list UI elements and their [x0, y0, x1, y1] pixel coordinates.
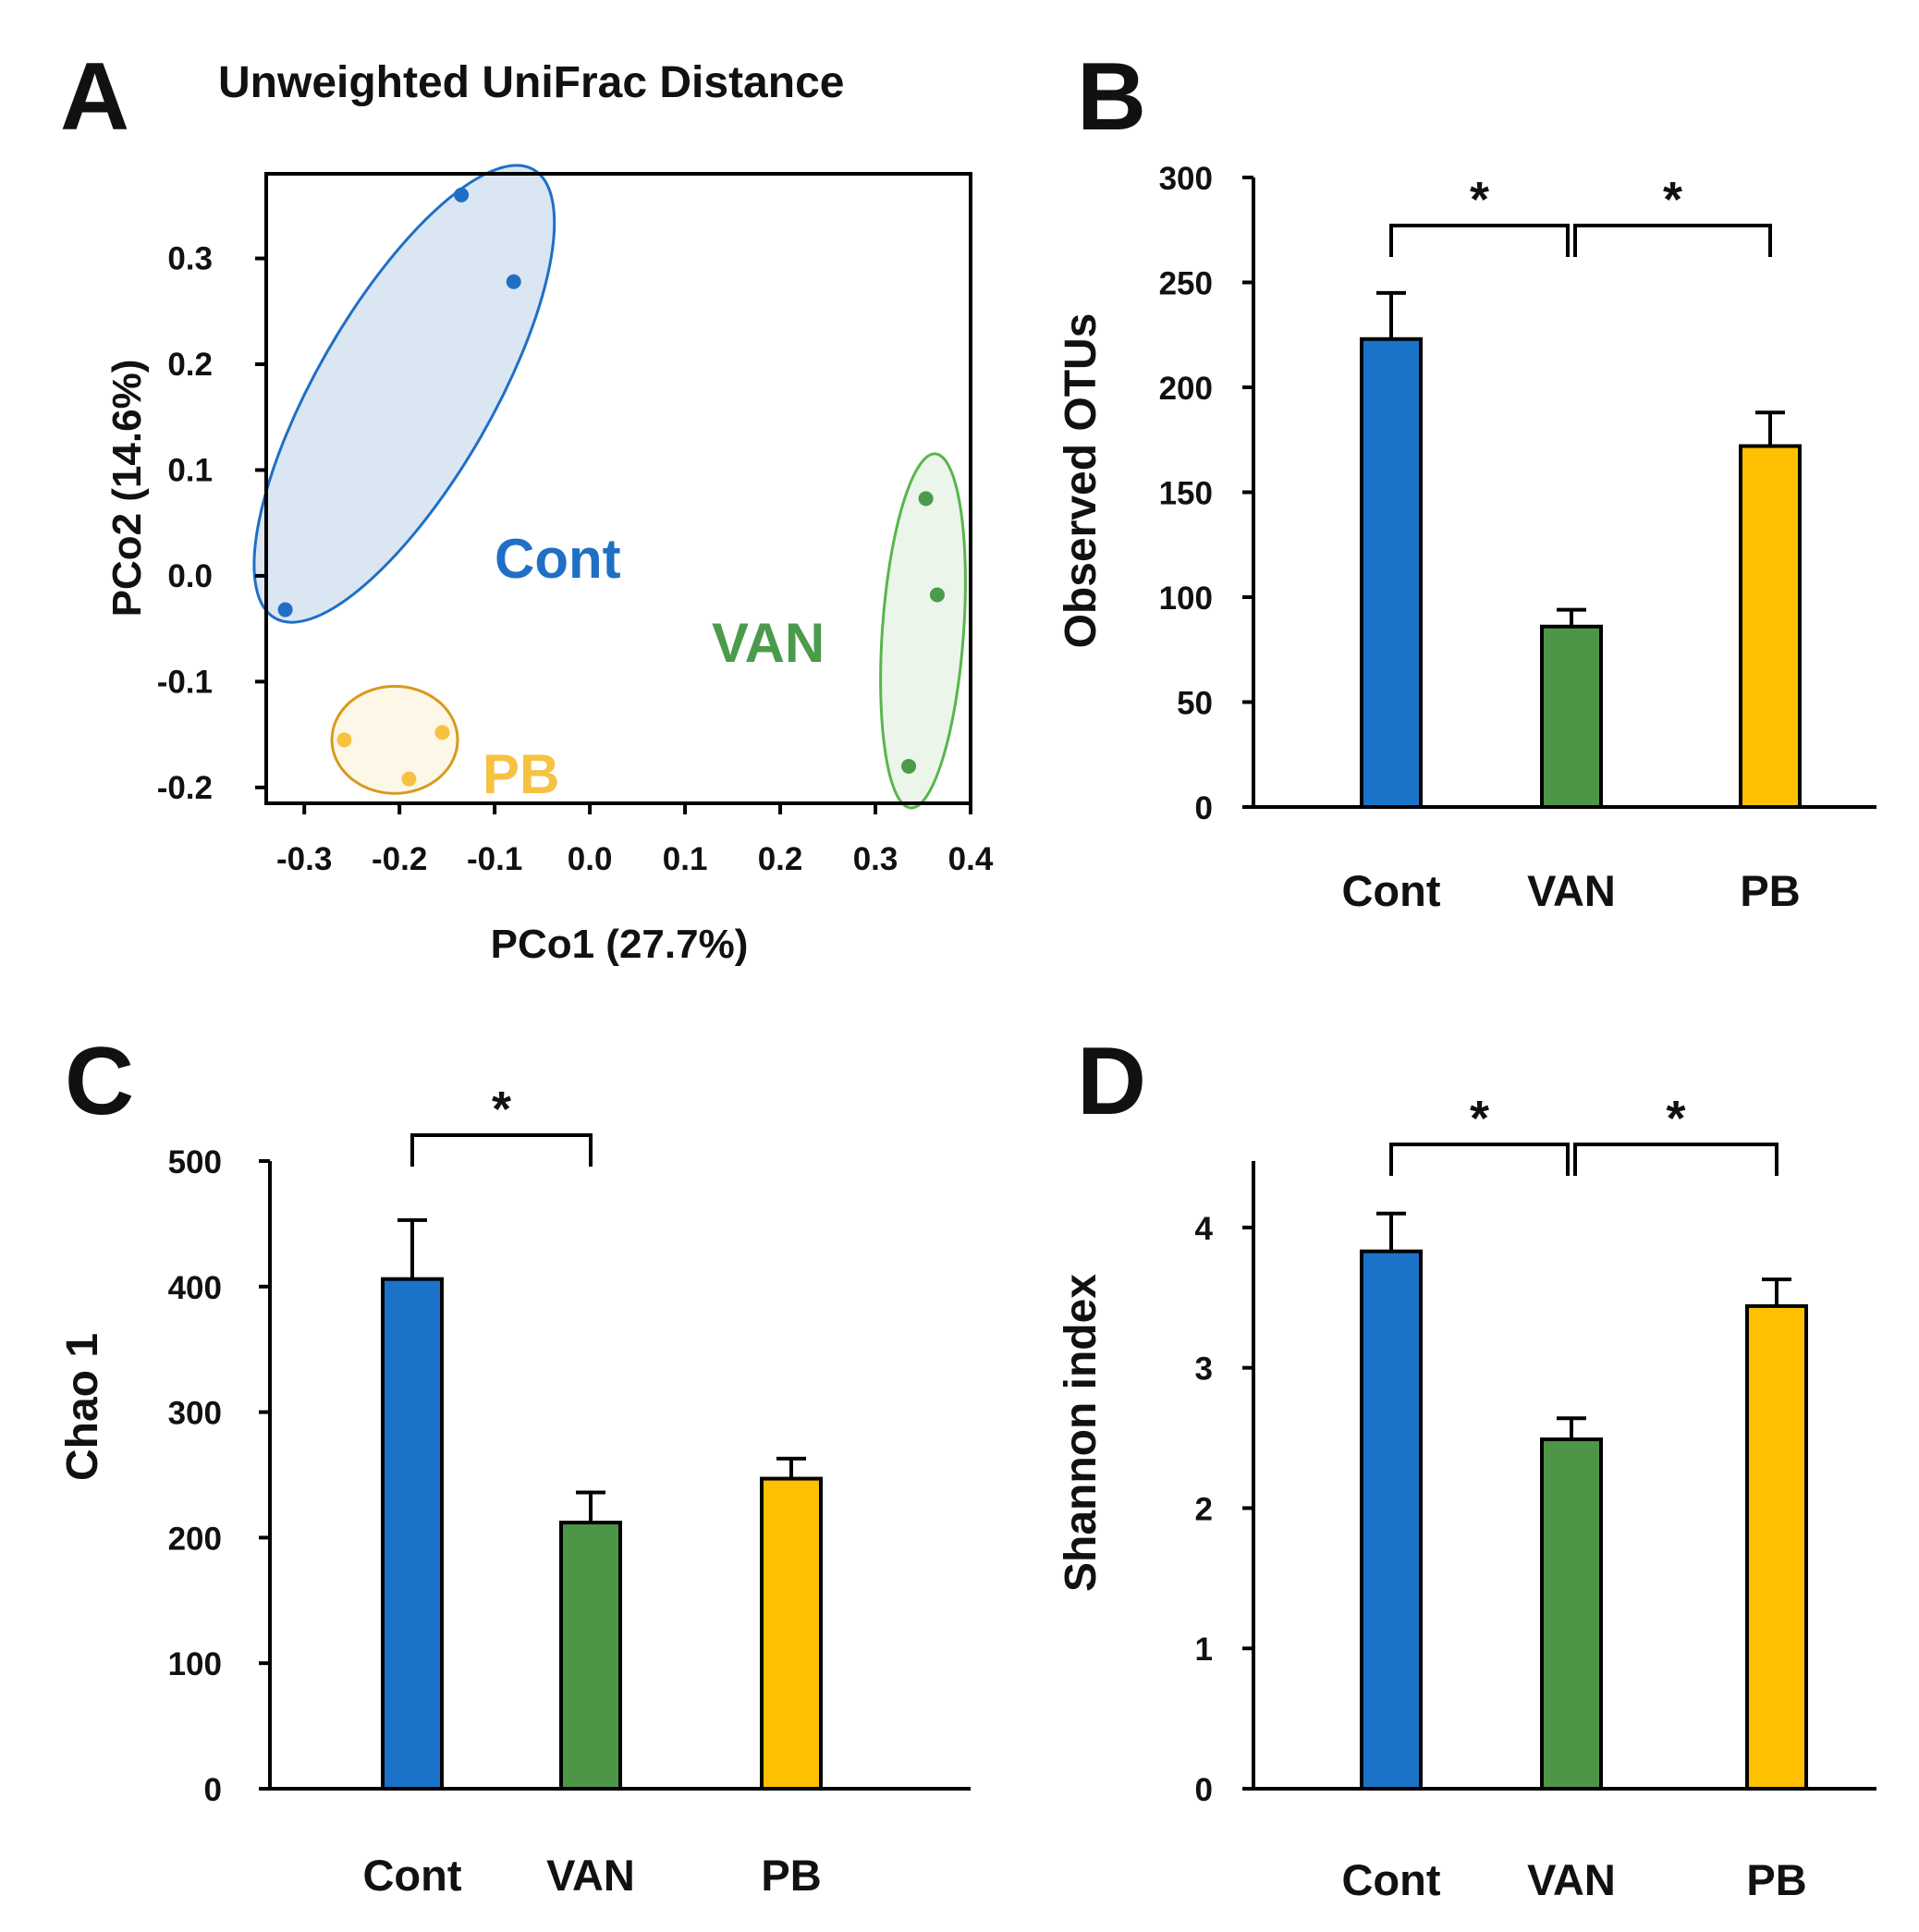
- x-tick-label: 0.1: [663, 841, 708, 877]
- panel-letter-a: A: [60, 43, 129, 151]
- panel-letter-d: D: [1077, 1028, 1146, 1135]
- x-tick-label: 0.2: [758, 841, 803, 877]
- y-tick-label: 0: [1195, 1772, 1213, 1808]
- y-tick-label: 300: [168, 1396, 222, 1432]
- category-label: VAN: [1527, 1855, 1616, 1904]
- bar-van: [559, 1521, 622, 1791]
- panel-d: D 0 1 2 3 4 Shannon index Cont VAN PB * *: [1057, 1028, 1876, 1904]
- plot-frame: [264, 172, 972, 805]
- y-tick-label: 50: [1177, 686, 1213, 722]
- x-tick-label: -0.3: [276, 841, 332, 877]
- y-tick-label: 500: [168, 1144, 222, 1180]
- significance-bracket: [1573, 224, 1772, 257]
- category-label: VAN: [1527, 866, 1616, 915]
- x-tick-label: -0.2: [372, 841, 427, 877]
- bar-cont: [381, 1277, 444, 1791]
- y-tick-label: -0.1: [157, 664, 213, 700]
- panel-letter-b: B: [1077, 43, 1146, 151]
- y-tick-label: 100: [1159, 581, 1213, 617]
- panel-b: B 0 50 100 150 200 250 300 Observed OTUs Cont VAN P…: [1057, 43, 1876, 915]
- x-tick-label: 0.3: [853, 841, 898, 877]
- y-tick-label: 1: [1195, 1632, 1213, 1668]
- y-tick-label: 100: [168, 1646, 222, 1682]
- bar-pb: [760, 1476, 823, 1791]
- van-cluster-ellipse: [879, 452, 967, 810]
- y-axis-label: Chao 1: [58, 1333, 107, 1481]
- category-label: Cont: [362, 1851, 461, 1900]
- cont-point: [277, 602, 293, 618]
- category-label: Cont: [1341, 1855, 1440, 1904]
- y-axis-label: Shannon index: [1057, 1274, 1106, 1592]
- y-tick-label: 0.1: [167, 452, 213, 488]
- category-label: PB: [1746, 1855, 1806, 1904]
- category-label: PB: [761, 1851, 821, 1900]
- bar-van: [1540, 1437, 1603, 1791]
- y-tick-label: 400: [168, 1270, 222, 1306]
- y-tick-label: 4: [1195, 1211, 1214, 1247]
- significance-star: *: [1663, 172, 1682, 227]
- van-point: [901, 758, 917, 774]
- x-tick-label: 0.0: [568, 841, 613, 877]
- category-label: PB: [1740, 866, 1800, 915]
- y-axis-label: Observed OTUs: [1057, 313, 1106, 649]
- y-tick-label: 0.0: [167, 558, 213, 594]
- panel-c: C 0 100 200 300 400 500 Chao 1 Cont VAN PB *: [58, 1028, 971, 1900]
- y-tick-label: -0.2: [157, 770, 213, 806]
- bar-pb: [1739, 444, 1802, 809]
- y-axis-label: PCo2 (14.6%): [104, 360, 150, 618]
- y-tick-label: 0: [204, 1772, 222, 1808]
- significance-bracket: [1389, 1143, 1570, 1176]
- group-label: PB: [483, 743, 559, 805]
- x-axis-label: PCo1 (27.7%): [491, 922, 749, 967]
- y-tick-label: 300: [1159, 161, 1213, 197]
- significance-star: *: [1470, 172, 1489, 227]
- pb-cluster-ellipse: [330, 684, 459, 795]
- y-tick-label: 200: [1159, 371, 1213, 407]
- cont-point: [506, 274, 521, 289]
- van-point: [929, 587, 945, 603]
- bar-cont: [1360, 1249, 1423, 1791]
- significance-star: *: [1470, 1091, 1489, 1146]
- y-tick-label: 2: [1195, 1491, 1213, 1527]
- pb-point: [401, 771, 417, 787]
- x-tick-label: 0.4: [948, 841, 994, 877]
- cont-point: [454, 187, 470, 202]
- group-label: VAN: [712, 612, 825, 674]
- category-label: Cont: [1341, 866, 1440, 915]
- significance-bracket: [410, 1133, 593, 1167]
- x-tick-label: -0.1: [467, 841, 522, 877]
- bar-pb: [1745, 1303, 1808, 1791]
- y-tick-label: 200: [168, 1521, 222, 1557]
- bar-van: [1540, 624, 1603, 810]
- y-tick-label: 0: [1195, 790, 1213, 826]
- chart-title: Unweighted UniFrac Distance: [218, 58, 844, 107]
- significance-bracket: [1573, 1143, 1778, 1176]
- panel-a: A Unweighted UniFrac Distance -0.3 -0.2 -0.1…: [60, 43, 994, 967]
- panel-letter-c: C: [65, 1028, 134, 1135]
- bar-cont: [1360, 336, 1423, 809]
- group-label: Cont: [495, 528, 621, 590]
- pb-point: [336, 732, 352, 748]
- y-tick-label: 150: [1159, 476, 1213, 512]
- cont-cluster-ellipse: [252, 164, 556, 624]
- y-tick-label: 3: [1195, 1351, 1213, 1388]
- significance-star: *: [492, 1082, 511, 1137]
- van-point: [918, 491, 934, 507]
- significance-bracket: [1389, 224, 1570, 257]
- y-tick-label: 0.3: [167, 241, 213, 277]
- significance-star: *: [1666, 1091, 1685, 1146]
- category-label: VAN: [546, 1851, 635, 1900]
- pb-point: [434, 725, 450, 740]
- y-tick-label: 0.2: [167, 347, 213, 383]
- y-tick-label: 250: [1159, 266, 1213, 302]
